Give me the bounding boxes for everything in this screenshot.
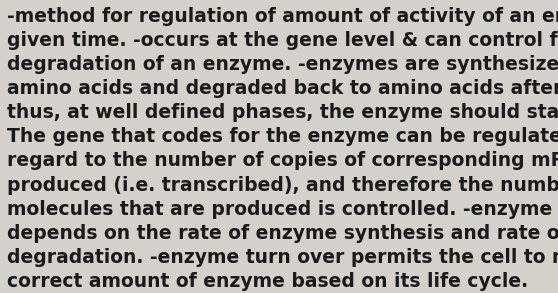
Text: -method for regulation of amount of activity of an enzyme at a: -method for regulation of amount of acti… — [7, 7, 558, 26]
Text: degradation. -enzyme turn over permits the cell to maintain the: degradation. -enzyme turn over permits t… — [7, 248, 558, 267]
Text: regard to the number of copies of corresponding mRNA that are: regard to the number of copies of corres… — [7, 151, 558, 171]
Text: The gene that codes for the enzyme can be regulated with: The gene that codes for the enzyme can b… — [7, 127, 558, 146]
Text: given time. -occurs at the gene level & can control formation and: given time. -occurs at the gene level & … — [7, 31, 558, 50]
Text: produced (i.e. transcribed), and therefore the number of enzyme: produced (i.e. transcribed), and therefo… — [7, 176, 558, 195]
Text: degradation of an enzyme. -enzymes are synthesized from: degradation of an enzyme. -enzymes are s… — [7, 55, 558, 74]
Text: depends on the rate of enzyme synthesis and rate of its: depends on the rate of enzyme synthesis … — [7, 224, 558, 243]
Text: thus, at well defined phases, the enzyme should start and end. -: thus, at well defined phases, the enzyme… — [7, 103, 558, 122]
Text: correct amount of enzyme based on its life cycle.: correct amount of enzyme based on its li… — [7, 272, 528, 291]
Text: molecules that are produced is controlled. -enzyme quality: molecules that are produced is controlle… — [7, 200, 558, 219]
Text: amino acids and degraded back to amino acids after its action.: amino acids and degraded back to amino a… — [7, 79, 558, 98]
